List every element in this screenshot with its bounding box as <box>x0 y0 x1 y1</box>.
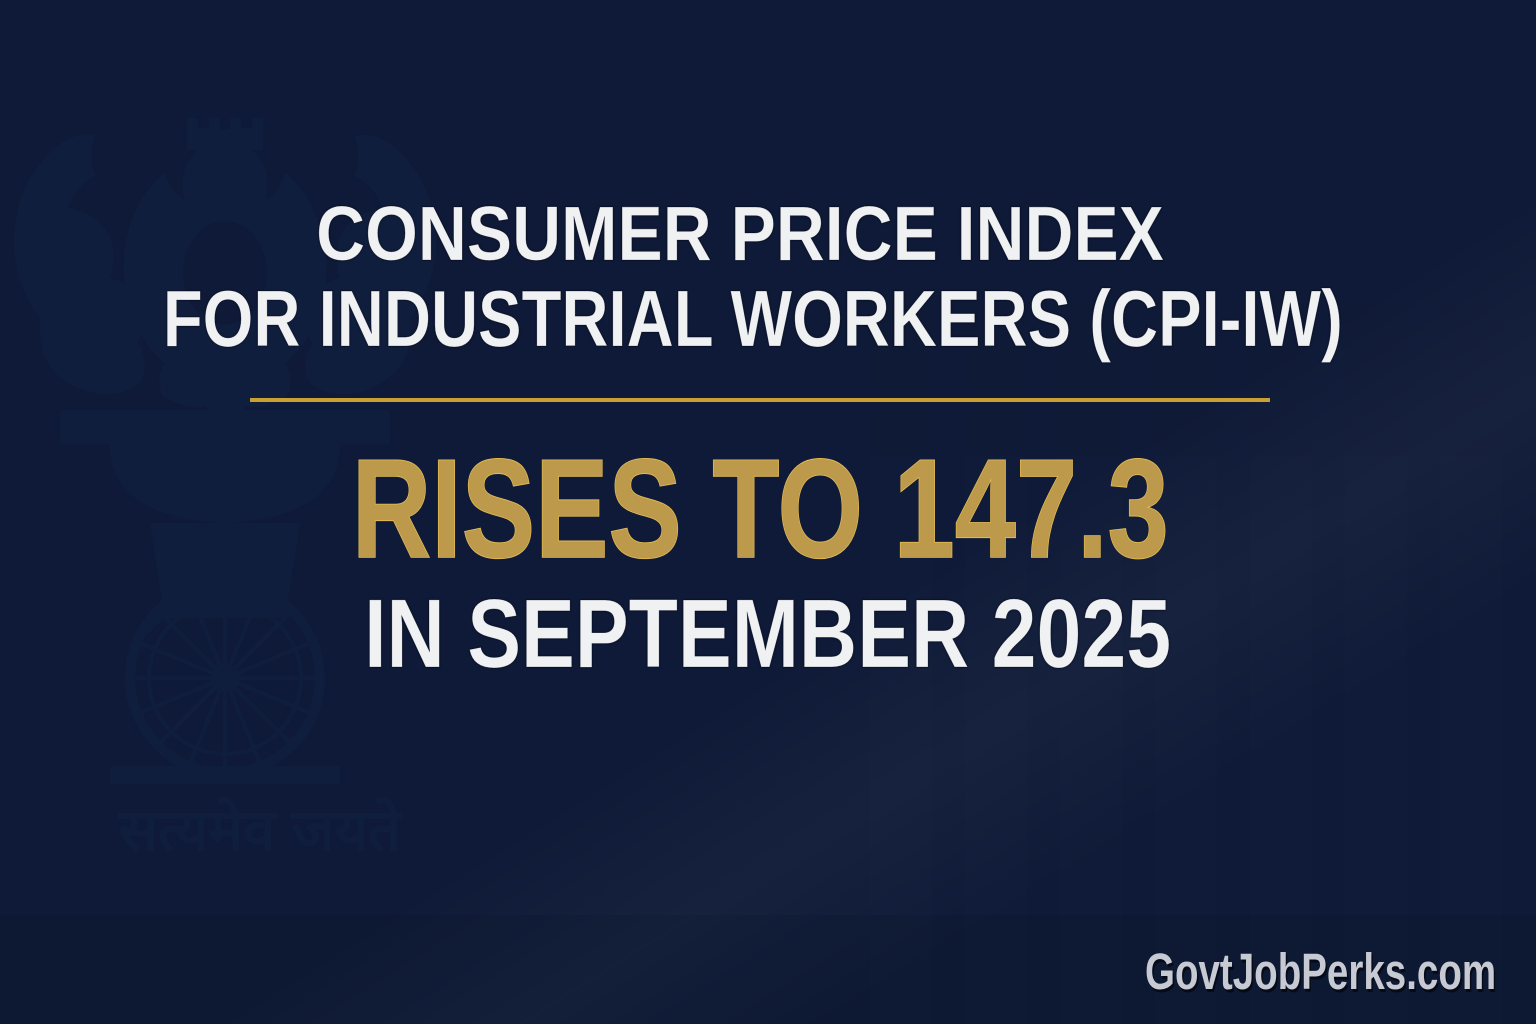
svg-text:सत्यमेव जयते: सत्यमेव जयते <box>118 797 403 863</box>
